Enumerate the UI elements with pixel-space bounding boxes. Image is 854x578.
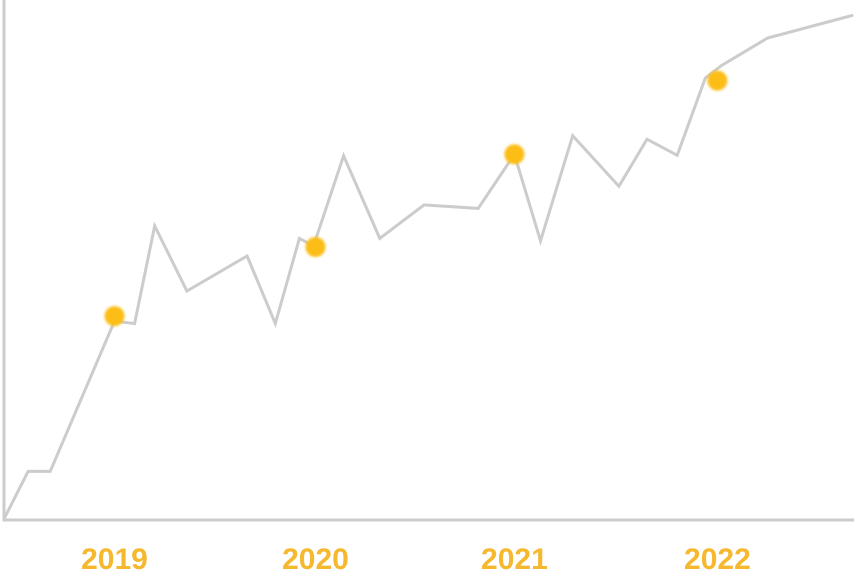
highlight-point-2019[interactable]: [104, 306, 125, 327]
x-tick-label-2019: 2019: [81, 543, 148, 576]
highlight-point-2021[interactable]: [504, 144, 525, 165]
highlight-point-2020[interactable]: [305, 237, 326, 257]
x-tick-label-2020: 2020: [282, 543, 349, 576]
x-tick-label-2022: 2022: [684, 543, 751, 576]
series-line-0: [2, 14, 854, 521]
highlight-point-2022[interactable]: [707, 70, 728, 91]
x-tick-label-2021: 2021: [481, 543, 548, 576]
